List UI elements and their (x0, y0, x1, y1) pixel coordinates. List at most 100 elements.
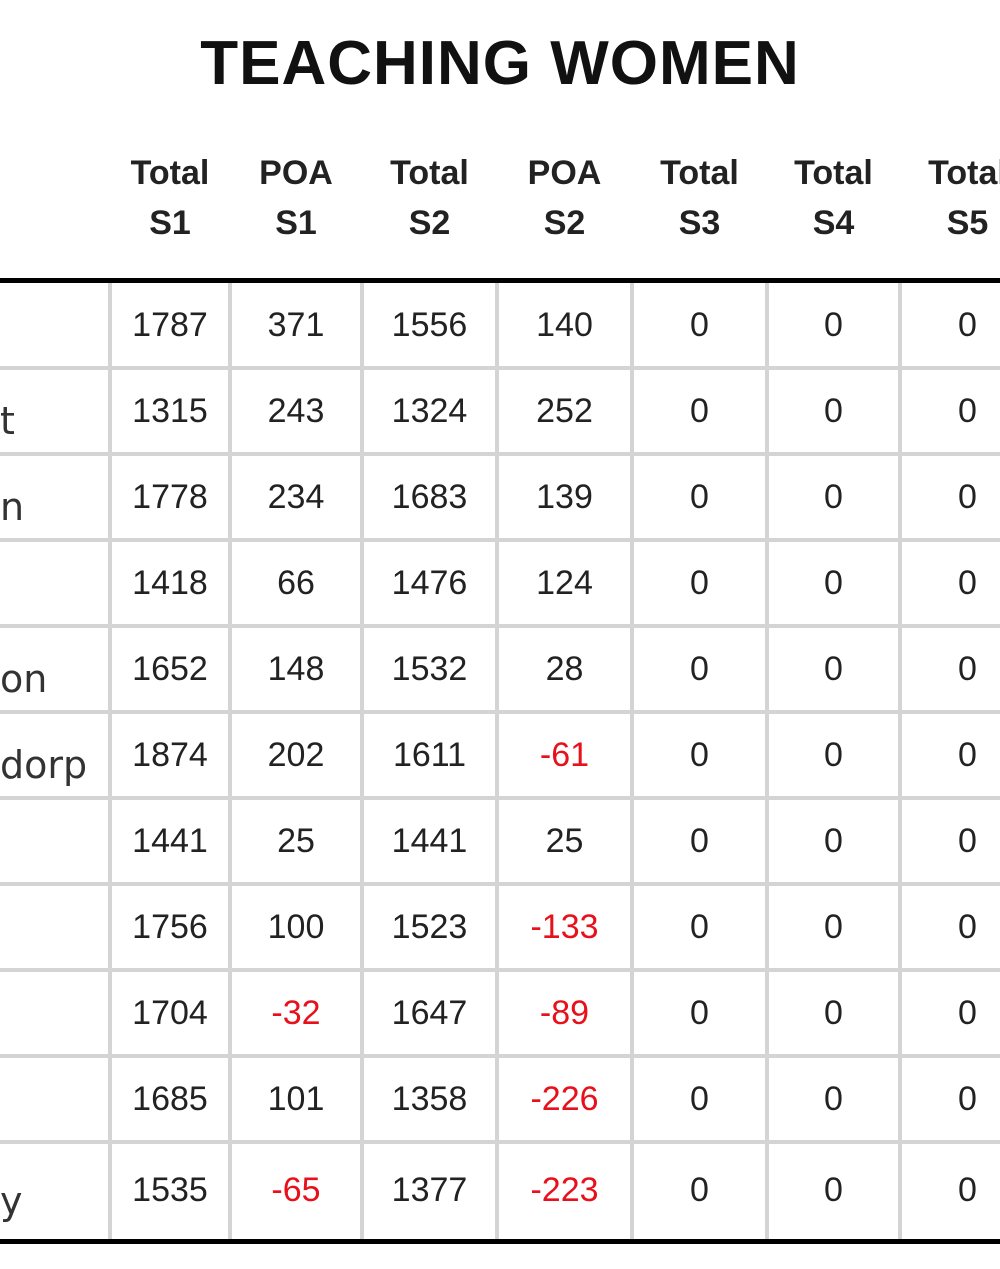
column-header: S2 (408, 204, 451, 242)
cell: 1756 (132, 907, 208, 946)
grid-line (0, 796, 1000, 800)
cell: 25 (545, 821, 584, 860)
cell: 252 (536, 391, 593, 430)
grid-line (0, 624, 1000, 628)
grid-line (0, 1054, 1000, 1058)
cell: 25 (277, 821, 315, 860)
cell: -32 (271, 993, 321, 1032)
row-name: y (0, 1178, 23, 1223)
cell: 100 (267, 907, 325, 946)
cell: 0 (824, 649, 843, 688)
cell: 0 (690, 306, 709, 344)
grid-line (360, 283, 364, 1239)
cell: 371 (267, 306, 325, 344)
cell: 28 (545, 649, 584, 688)
column-header: POA (527, 154, 602, 192)
cell: 0 (824, 477, 843, 516)
column-header: S1 (149, 204, 191, 242)
cell: 0 (958, 993, 977, 1032)
cell: 1787 (132, 306, 208, 344)
cell: 124 (536, 563, 593, 602)
column-header: S1 (275, 204, 317, 242)
cell: 101 (267, 1079, 325, 1118)
bottom-rule (0, 1239, 1000, 1244)
cell: 0 (958, 306, 977, 344)
cell: 0 (690, 563, 709, 602)
cell: 1476 (391, 563, 468, 602)
cell: 1778 (132, 477, 208, 516)
cell: 66 (277, 563, 315, 602)
column-header: Total (390, 154, 469, 192)
cell: 0 (690, 477, 709, 516)
cell: 0 (690, 993, 709, 1032)
column-header: S2 (543, 204, 586, 242)
cell: 1441 (132, 821, 208, 860)
row-name: n (0, 485, 25, 529)
cell: 1652 (132, 649, 208, 688)
cell: 0 (690, 1171, 709, 1209)
column-header: S4 (812, 204, 855, 242)
cell: 0 (824, 306, 843, 344)
cell: 1647 (391, 993, 468, 1032)
column-header: Total (660, 154, 739, 192)
grid-line (228, 283, 232, 1239)
row-name: t (0, 399, 15, 443)
grid-line (0, 1140, 1000, 1144)
cell: 1611 (392, 735, 467, 774)
cell: 1704 (132, 993, 208, 1032)
cell: 1685 (132, 1079, 208, 1118)
cell: 1523 (391, 907, 468, 946)
cell: 0 (824, 1171, 843, 1209)
cell: 1874 (132, 735, 208, 774)
cell: 0 (958, 735, 977, 774)
column-header: S5 (946, 204, 989, 242)
column-header: POA (259, 154, 333, 192)
cell: 0 (958, 563, 977, 602)
cell: 1556 (391, 306, 468, 344)
grid-line (0, 538, 1000, 542)
column-header: S3 (678, 204, 721, 242)
grid-line (0, 882, 1000, 886)
grid-line (0, 710, 1000, 714)
column-header: Total (794, 154, 873, 192)
cell: 0 (824, 907, 843, 946)
cell: 0 (690, 1079, 709, 1118)
row-name: dorp (0, 743, 88, 787)
cell: 0 (690, 821, 709, 860)
cell: 0 (690, 649, 709, 688)
cell: 0 (824, 735, 843, 774)
cell: 0 (690, 391, 709, 430)
row-name: on (0, 657, 48, 701)
cell: 0 (690, 735, 709, 774)
cell: 1532 (391, 649, 468, 688)
grid-line (0, 968, 1000, 972)
cell: 139 (536, 477, 593, 516)
cell: 0 (958, 391, 977, 430)
grid-line (108, 283, 112, 1239)
cell: 0 (824, 993, 843, 1032)
cell: 202 (267, 735, 325, 774)
cell: 0 (958, 1079, 977, 1118)
cell: 0 (958, 649, 977, 688)
cell: 1683 (391, 477, 468, 516)
grid-line (630, 283, 634, 1239)
cell: -223 (530, 1171, 599, 1209)
cell: 1535 (132, 1171, 208, 1209)
cell: 0 (958, 821, 977, 860)
cell: 0 (958, 1171, 977, 1209)
grid-line (0, 452, 1000, 456)
cell: -65 (271, 1171, 321, 1209)
cell: 148 (267, 649, 325, 688)
cell: 1377 (391, 1171, 468, 1209)
column-header: Total (928, 154, 1000, 192)
cell: 0 (958, 907, 977, 946)
cell: 0 (824, 391, 843, 430)
cell: 0 (824, 563, 843, 602)
cell: 0 (824, 821, 843, 860)
cell: 0 (690, 907, 709, 946)
cell: 1358 (391, 1079, 468, 1118)
cell: 234 (267, 477, 325, 516)
cell: 1324 (391, 391, 468, 430)
cell: -89 (539, 993, 590, 1032)
